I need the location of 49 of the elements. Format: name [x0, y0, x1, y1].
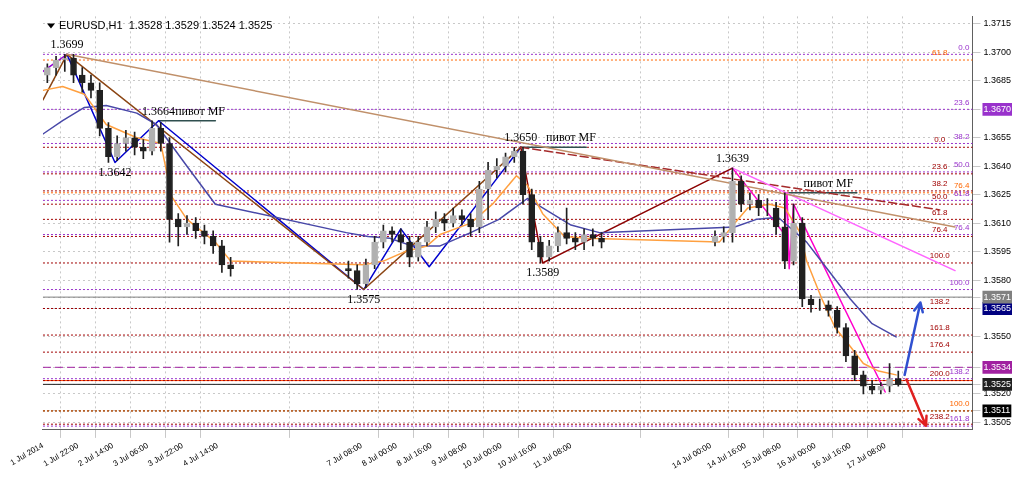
annotation: 138.2 [929, 296, 951, 306]
annotation: 1.3589 [526, 265, 560, 280]
y-tick-label: 1.3520 [983, 388, 1011, 399]
y-tick-label: 1.3625 [983, 189, 1011, 200]
annotation: 1.3575 [347, 291, 381, 306]
annotation: 38.2 [931, 179, 949, 189]
annotation: 23.6 [931, 162, 949, 172]
annotation: 50.0 [931, 192, 949, 202]
annotation: 61.8 [953, 188, 971, 198]
annotation: 1.3699 [50, 37, 84, 52]
y-tick-label: 1.3550 [983, 331, 1011, 342]
annotation: 1.3639 [715, 151, 749, 166]
annotation: 1.3642 [98, 164, 132, 179]
annotation: 76.4 [953, 222, 971, 232]
y-tick-label: 1.3565 [983, 302, 1011, 313]
annotation: 76.4 [931, 224, 949, 234]
annotation: 0.0 [934, 135, 946, 145]
annotation: 100.0 [929, 251, 951, 261]
annotation: 50.0 [953, 160, 971, 170]
annotation: 38.2 [953, 131, 971, 141]
y-tick-label: 1.3715 [983, 18, 1011, 29]
annotation: 1.3664 [142, 103, 176, 118]
annotation: 0.0 [958, 42, 971, 52]
annotation: 100.0 [949, 399, 971, 409]
y-tick-label: 1.3580 [983, 274, 1011, 285]
y-tick-label: 1.3511 [983, 405, 1011, 416]
chart-title: EURUSD,H1 1.3528 1.3529 1.3524 1.3525 [58, 19, 273, 32]
y-tick-label: 1.3700 [983, 46, 1011, 57]
y-tick-label: 1.3534 [983, 361, 1011, 372]
y-tick-label: 1.3640 [983, 160, 1011, 171]
annotation: 61.8 [931, 207, 949, 217]
annotation: 76.4 [953, 181, 971, 190]
y-tick-label: 1.3610 [983, 217, 1011, 228]
y-tick-label: 1.3571 [983, 291, 1011, 302]
y-tick-label: 1.3685 [983, 75, 1011, 86]
annotation: пивот MF [803, 175, 854, 190]
annotation: пивот MF [546, 130, 597, 145]
annotation: пивот MF [175, 103, 226, 118]
y-tick-label: 1.3655 [983, 132, 1011, 143]
annotation: 176.4 [929, 340, 951, 350]
annotation: 1.3650 [504, 130, 538, 145]
y-tick-label: 1.3670 [983, 103, 1011, 114]
annotation: 61.8 [931, 48, 949, 58]
y-tick-label: 1.3505 [983, 416, 1011, 427]
annotation: 161.8 [929, 323, 951, 333]
annotation: 23.6 [953, 97, 971, 107]
y-tick-label: 1.3595 [983, 246, 1011, 257]
y-tick-label: 1.3525 [983, 378, 1011, 389]
annotation: 100.0 [949, 277, 971, 287]
